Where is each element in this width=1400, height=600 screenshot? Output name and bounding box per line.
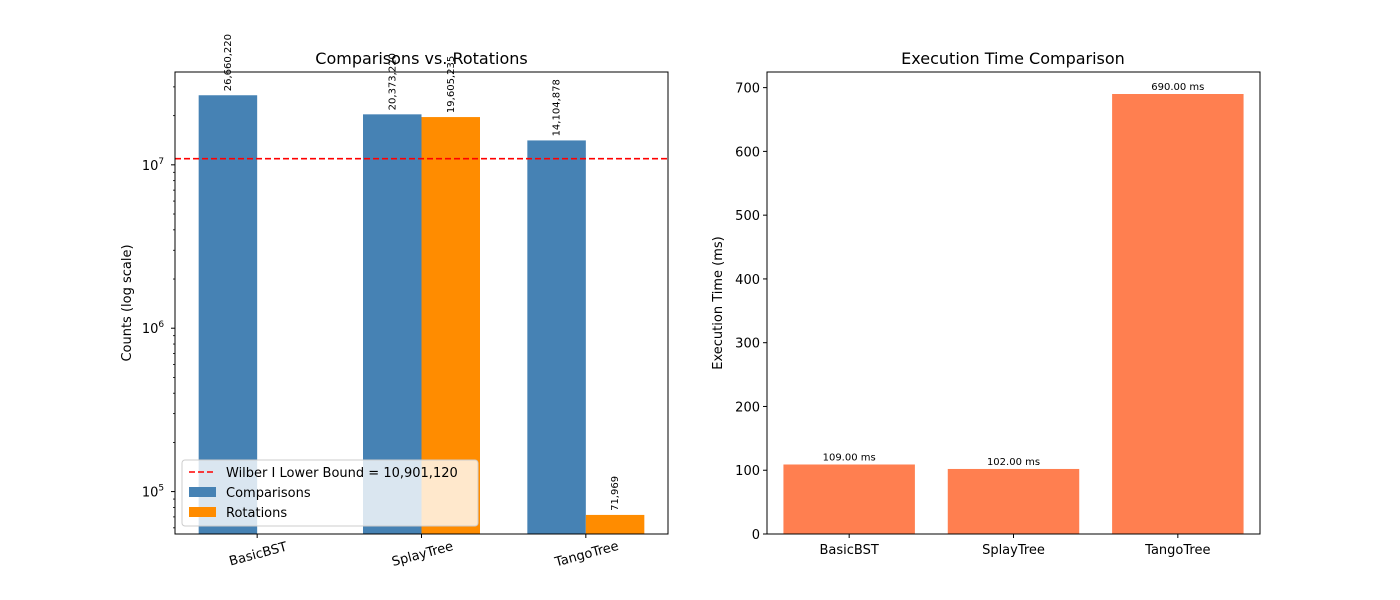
legend-label-reference: Wilber I Lower Bound = 10,901,120: [226, 466, 458, 481]
bar-label-time-splaytree: 102.00 ms: [987, 457, 1040, 468]
x-tick-label: SplayTree: [390, 539, 455, 570]
y-tick-label: 300: [735, 337, 760, 352]
bar-label-rotations-splaytree: 19,605,235: [446, 56, 457, 113]
bar-time-tangotree: [1112, 94, 1244, 534]
chart1-ylabel: Counts (log scale): [120, 244, 135, 361]
y-tick-base: 10: [142, 159, 159, 174]
bar-time-splaytree: [947, 468, 1080, 534]
y-tick-label: 500: [735, 209, 760, 224]
chart-comparisons-rotations: Comparisons vs. Rotations Counts (log sc…: [120, 34, 669, 571]
y-tick-label: 106: [142, 320, 165, 337]
chart1-title: Comparisons vs. Rotations: [315, 49, 527, 68]
y-tick-exp: 7: [158, 157, 164, 167]
bar-time-basicbst: [783, 464, 915, 534]
x-tick-label: TangoTree: [1144, 543, 1210, 558]
legend-label-comparisons: Comparisons: [226, 486, 311, 501]
y-tick-label: 105: [142, 484, 164, 501]
y-tick-label: 107: [142, 157, 164, 174]
legend-swatch-comparisons: [189, 487, 216, 497]
y-tick-label: 400: [735, 273, 760, 288]
chart2-title: Execution Time Comparison: [901, 49, 1125, 68]
x-tick-label: BasicBST: [228, 540, 289, 570]
y-tick-base: 10: [142, 486, 159, 501]
x-tick-label: BasicBST: [820, 543, 879, 558]
bar-label-comparisons-tangotree: 14,104,878: [552, 79, 563, 136]
chart2-ylabel: Execution Time (ms): [711, 236, 726, 369]
bar-comparisons-tangotree: [527, 140, 586, 534]
legend-label-rotations: Rotations: [226, 506, 287, 521]
y-tick-label: 0: [752, 528, 760, 543]
x-tick-label: SplayTree: [982, 543, 1045, 558]
bar-rotations-tangotree: [585, 514, 645, 534]
y-tick-exp: 5: [158, 484, 164, 494]
bar-label-comparisons-basicbst: 26,660,220: [223, 34, 234, 91]
chart-execution-time: Execution Time Comparison Execution Time…: [711, 49, 1261, 558]
legend-swatch-rotations: [189, 507, 216, 517]
x-tick-label: TangoTree: [552, 539, 620, 571]
y-tick-label: 600: [735, 145, 760, 160]
y-tick-label: 100: [735, 464, 760, 479]
chart2-frame: [766, 71, 1261, 535]
chart1-frame: [174, 71, 669, 535]
bar-label-time-basicbst: 109.00 ms: [823, 452, 876, 463]
legend-box: [181, 459, 479, 527]
y-tick-base: 10: [142, 322, 159, 337]
bar-label-comparisons-splaytree: 20,373,220: [387, 53, 398, 110]
y-tick-exp: 6: [158, 320, 164, 330]
bar-label-rotations-tangotree: 71,969: [610, 476, 621, 511]
bar-label-time-tangotree: 690.00 ms: [1151, 82, 1204, 93]
y-tick-label: 200: [735, 400, 760, 415]
y-tick-label: 700: [735, 82, 760, 97]
chart1-legend: Wilber I Lower Bound = 10,901,120 Compari…: [181, 459, 479, 527]
